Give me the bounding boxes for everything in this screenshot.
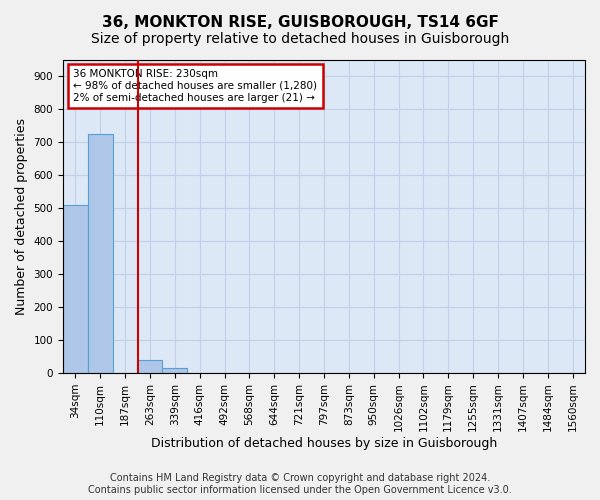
Bar (137, 360, 163, 373)
Text: 36, MONKTON RISE, GUISBOROUGH, TS14 6GF: 36, MONKTON RISE, GUISBOROUGH, TS14 6GF (101, 15, 499, 30)
Y-axis label: Number of detached properties: Number of detached properties (15, 118, 28, 315)
X-axis label: Distribution of detached houses by size in Guisborough: Distribution of detached houses by size … (151, 437, 497, 450)
Bar (88, 134, 113, 373)
Bar (63, 205, 88, 373)
Bar (163, 368, 187, 373)
Text: Size of property relative to detached houses in Guisborough: Size of property relative to detached ho… (91, 32, 509, 46)
Text: Contains HM Land Registry data © Crown copyright and database right 2024.
Contai: Contains HM Land Registry data © Crown c… (88, 474, 512, 495)
Text: 36 MONKTON RISE: 230sqm
← 98% of detached houses are smaller (1,280)
2% of semi-: 36 MONKTON RISE: 230sqm ← 98% of detache… (73, 70, 317, 102)
